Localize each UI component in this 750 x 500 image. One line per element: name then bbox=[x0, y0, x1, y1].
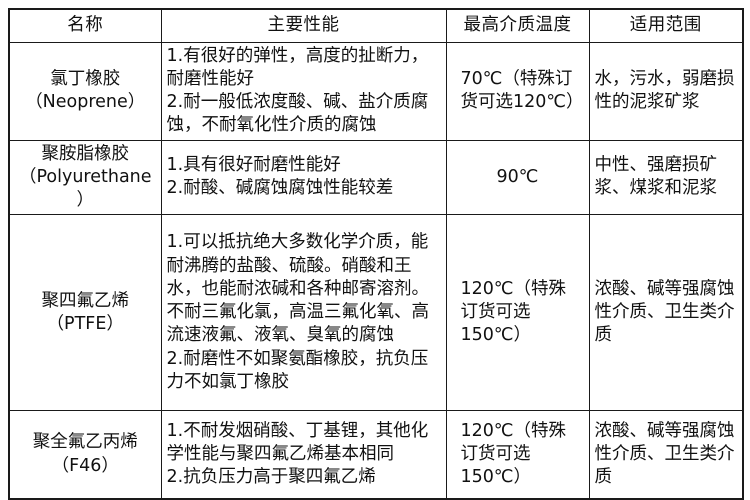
cell-performance: 1.不耐发烟硝酸、丁基锂，其他化学性能与聚四氟乙烯基本相同 2.抗负压力高于聚四… bbox=[160, 410, 447, 500]
column-header-application-scope: 适用范围 bbox=[588, 8, 744, 43]
cell-max-temperature: 120℃（特殊订货可选150℃） bbox=[445, 410, 590, 500]
cell-performance: 1.具有很好耐磨性能好 2.耐酸、碱腐蚀腐蚀性能较差 bbox=[160, 139, 447, 216]
table-row: 氯丁橡胶 （Neoprene） 1.有很好的弹性，高度的扯断力，耐磨性能好 2.… bbox=[8, 41, 744, 141]
table-header-row: 名称 主要性能 最高介质温度 适用范围 bbox=[8, 8, 744, 43]
table-row: 聚全氟乙丙烯 （F46） 1.不耐发烟硝酸、丁基锂，其他化学性能与聚四氟乙烯基本… bbox=[8, 410, 744, 500]
column-header-name: 名称 bbox=[8, 8, 162, 43]
table-row: 聚四氟乙烯 （PTFE） 1.可以抵抗绝大多数化学介质，能耐沸腾的盐酸、硫酸。硝… bbox=[8, 214, 744, 412]
cell-max-temperature: 70℃（特殊订货可选120℃） bbox=[445, 41, 590, 141]
cell-performance: 1.有很好的弹性，高度的扯断力，耐磨性能好 2.耐一般低浓度酸、碱、盐介质腐蚀，… bbox=[160, 41, 447, 141]
table-row: 聚胺脂橡胶 （Polyurethane） 1.具有很好耐磨性能好 2.耐酸、碱腐… bbox=[8, 139, 744, 216]
cell-performance: 1.可以抵抗绝大多数化学介质，能耐沸腾的盐酸、硫酸。硝酸和王水，也能耐浓碱和各种… bbox=[160, 214, 447, 412]
cell-application-scope: 浓酸、碱等强腐蚀性介质、卫生类介质 bbox=[588, 214, 744, 412]
cell-max-temperature: 120℃（特殊订货可选150℃） bbox=[445, 214, 590, 412]
cell-application-scope: 浓酸、碱等强腐蚀性介质、卫生类介质 bbox=[588, 410, 744, 500]
column-header-max-temperature: 最高介质温度 bbox=[445, 8, 590, 43]
cell-application-scope: 中性、强磨损矿浆、煤浆和泥浆 bbox=[588, 139, 744, 216]
table-sheet: 名称 主要性能 最高介质温度 适用范围 氯丁橡胶 （Neoprene） 1.有很… bbox=[8, 8, 744, 500]
cell-max-temperature: 90℃ bbox=[445, 139, 590, 216]
table-header: 名称 主要性能 最高介质温度 适用范围 bbox=[8, 8, 744, 43]
cell-material-name: 聚四氟乙烯 （PTFE） bbox=[8, 214, 162, 412]
material-spec-table: 名称 主要性能 最高介质温度 适用范围 氯丁橡胶 （Neoprene） 1.有很… bbox=[8, 8, 744, 500]
cell-material-name: 氯丁橡胶 （Neoprene） bbox=[8, 41, 162, 141]
column-header-performance: 主要性能 bbox=[160, 8, 447, 43]
cell-material-name: 聚胺脂橡胶 （Polyurethane） bbox=[8, 139, 162, 216]
cell-material-name: 聚全氟乙丙烯 （F46） bbox=[8, 410, 162, 500]
table-body: 氯丁橡胶 （Neoprene） 1.有很好的弹性，高度的扯断力，耐磨性能好 2.… bbox=[8, 41, 744, 500]
cell-application-scope: 水，污水，弱磨损性的泥浆矿浆 bbox=[588, 41, 744, 141]
